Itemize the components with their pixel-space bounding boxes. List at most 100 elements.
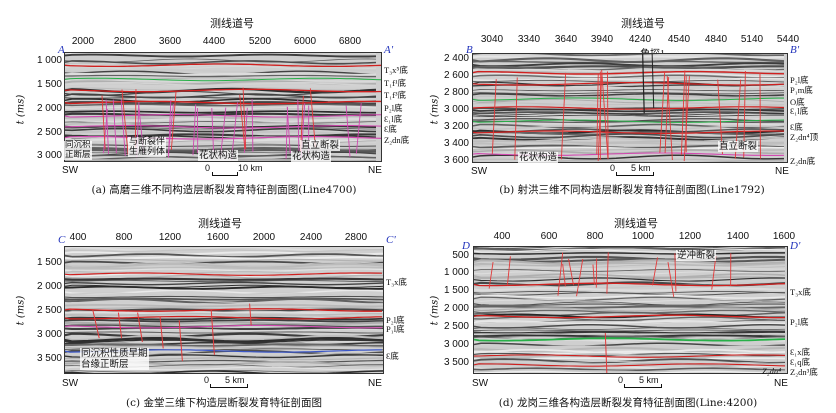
panel-c-corner-right: C' — [386, 234, 396, 246]
panel-b-ytick: 3 400 — [443, 138, 469, 149]
panel-a-annotation: 直立断裂 — [300, 140, 341, 151]
panel-c-scale-zero: 0 — [204, 375, 210, 385]
horizon-line — [64, 315, 383, 320]
panel-d-ytick: 2 000 — [443, 303, 469, 314]
panel-d-xtick: 400 — [493, 231, 511, 242]
panel-d-xtick: 1600 — [772, 231, 796, 242]
panel-d-caption: (d) 龙岗三维各构造层断裂发育特征剖面图(Line:4200) — [498, 397, 758, 409]
fault-line — [117, 312, 123, 339]
panel-d-ytick: 2 500 — [443, 321, 469, 332]
fault-line — [592, 264, 595, 285]
panel-b-ytick: 3 200 — [443, 121, 469, 132]
panel-a-xtick: 6000 — [293, 36, 317, 47]
horizon-line — [472, 82, 785, 86]
fault-line — [309, 88, 316, 148]
fault-line — [242, 87, 247, 150]
panel-d-axis-title: 测线道号 — [614, 217, 658, 230]
panel-a-horizon-label: T₃x⁵底 — [384, 65, 408, 75]
panel-b-xtick: 4840 — [704, 34, 728, 45]
panel-c-ytick: 1 500 — [36, 257, 62, 268]
fault-line — [178, 320, 183, 362]
panel-d-ytick: 1 000 — [443, 267, 469, 278]
horizon-line — [473, 363, 786, 367]
panel-a-ytick: 2 500 — [36, 127, 62, 138]
panel-b-annotation: 花状构造 — [518, 152, 559, 163]
panel-c-axis-title: 测线道号 — [198, 217, 242, 230]
fault-line — [601, 69, 609, 160]
fault-line — [651, 53, 655, 109]
panel-d-xtick: 800 — [586, 231, 604, 242]
panel-c-xtick: 1600 — [206, 232, 230, 243]
panel-a-xtick: 6800 — [338, 36, 362, 47]
panel-b-dir-right: NE — [775, 166, 789, 177]
horizon-line — [64, 125, 382, 129]
panel-c-scale-end: 5 km — [225, 375, 245, 385]
panel-b-corner-right: B' — [790, 44, 800, 56]
panel-c-corner-left: C — [58, 234, 66, 246]
panel-a-xtick: 2000 — [71, 36, 95, 47]
fault-line — [560, 72, 567, 160]
fault-line — [192, 104, 197, 156]
fault-line — [576, 258, 584, 297]
fault-line — [285, 107, 288, 159]
horizon-line — [472, 70, 785, 75]
horizon-line — [64, 136, 382, 140]
panel-b-xtick: 5140 — [740, 34, 764, 45]
panel-c-y-label: t (ms) — [15, 295, 27, 326]
fault-line — [112, 99, 117, 154]
panel-c-xtick: 400 — [69, 232, 87, 243]
section-frame — [473, 246, 788, 374]
panel-d-scale-end: 5 km — [639, 375, 659, 385]
horizon-line — [64, 272, 383, 277]
horizon-line — [64, 324, 383, 329]
panel-c-horizon-label: P₂l底 — [386, 315, 405, 325]
panel-c-xtick: 2800 — [344, 232, 368, 243]
panel-a-scale-end: 10 km — [238, 163, 263, 173]
panel-b-axis-title: 测线道号 — [621, 17, 665, 30]
horizon-line — [472, 106, 785, 110]
panel-d-ytick: 3 500 — [443, 357, 469, 368]
panel-b-xtick: 4540 — [667, 34, 691, 45]
panel-d-xtick: 1400 — [726, 231, 750, 242]
panel-b-horizon-label: O底 — [790, 97, 805, 107]
fault-line — [711, 256, 717, 290]
panel-a-ytick: 1 000 — [36, 55, 62, 66]
panel-b-horizon-label: Z₂dn⁴顶 — [790, 132, 819, 142]
panel-c-seismic-section — [64, 246, 384, 374]
panel-a-horizon-label: Z₂dn底 — [384, 135, 410, 145]
panel-d-xtick: 600 — [540, 231, 558, 242]
panel-a-xtick: 2800 — [113, 36, 137, 47]
panel-a-y-label: t (ms) — [15, 94, 27, 125]
fault-line — [596, 74, 599, 155]
panel-b-horizon-label: P₂l底 — [790, 75, 809, 85]
panel-a-scale-zero: 0 — [205, 163, 211, 173]
fault-line — [345, 105, 351, 157]
panel-a-annotation: 与断裂伴 生雁列体 — [128, 137, 167, 157]
panel-b-ytick: 3 600 — [443, 155, 469, 166]
fault-line — [514, 77, 518, 160]
panel-b-horizon-label: P₁m底 — [790, 85, 813, 95]
panel-d-horizon-label: Ɛ₁q底 — [790, 357, 810, 367]
fault-line — [170, 91, 177, 150]
fault-line — [103, 109, 108, 154]
section-frame — [64, 246, 384, 374]
fault-line — [249, 303, 252, 326]
panel-a-axis-title: 测线道号 — [210, 17, 254, 30]
fault-line — [121, 89, 129, 155]
panel-b-horizon-label: Z₂dn底 — [790, 156, 816, 166]
fault-line — [211, 108, 214, 152]
panel-d-ytick: 3 000 — [443, 339, 469, 350]
horizon-line — [64, 114, 382, 118]
panel-d-xtick: 1000 — [631, 231, 655, 242]
section-frame — [472, 53, 788, 163]
panel-b-ytick: 2 600 — [443, 70, 469, 81]
fault-line — [355, 103, 362, 154]
panel-c-horizon-label: Ɛ底 — [386, 351, 399, 361]
panel-d-dir-right: NE — [774, 378, 788, 389]
fault-line — [251, 99, 254, 152]
panel-b-xtick: 4240 — [628, 34, 652, 45]
panel-b-horizon-label: Ɛ底 — [790, 122, 803, 132]
panel-d-horizon-label: Z₂dn³底 — [790, 367, 818, 377]
panel-d-scale-bar — [624, 384, 662, 388]
panel-b-annotation: 直立断裂 — [718, 141, 759, 152]
